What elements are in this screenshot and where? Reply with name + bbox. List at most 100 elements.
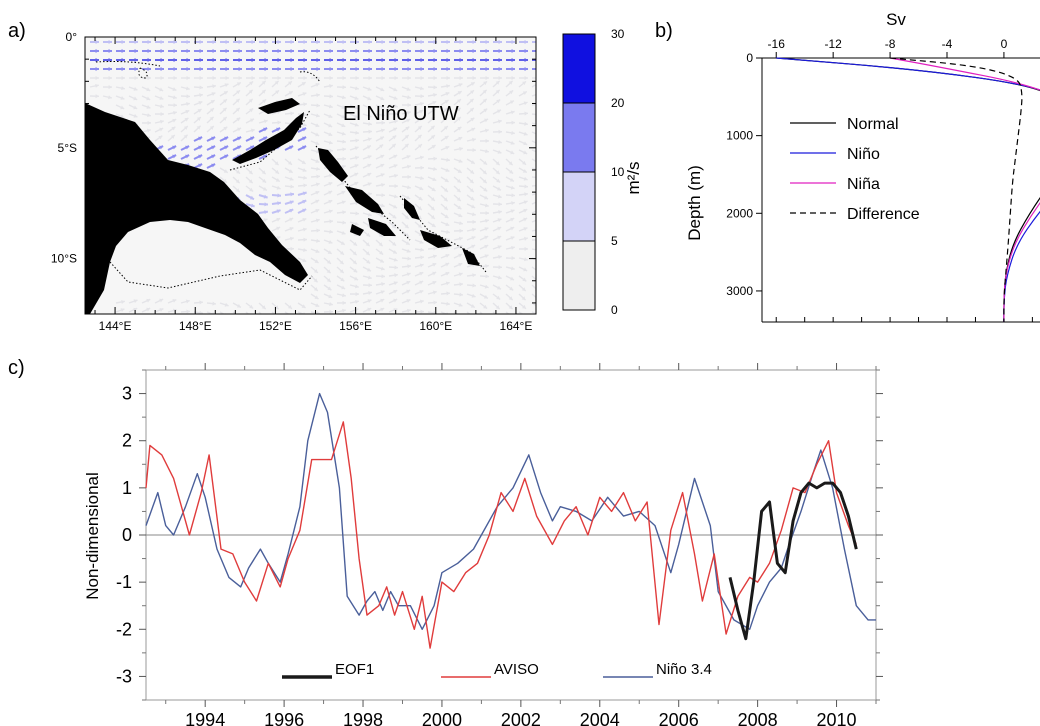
current-vector-arrow [531,311,536,314]
current-vector-arrowhead [316,39,320,45]
current-vector-arrowhead [121,57,125,63]
current-vector-arrowhead [173,66,177,72]
current-vector-arrowhead [457,91,462,95]
current-vector-arrowhead [485,39,489,45]
current-vector-arrowhead [108,48,112,54]
current-vector-arrowhead [261,89,266,94]
current-vector-arrowhead [186,39,190,45]
current-vector-arrowhead [537,176,541,180]
current-vector-arrowhead [458,83,463,87]
current-vector-arrow [531,284,536,290]
current-vector-arrowhead [483,108,488,113]
current-vector-arrowhead [261,305,266,310]
current-vector-arrowhead [315,141,320,146]
current-vector-arrowhead [406,248,411,253]
current-vector-arrowhead [250,145,255,150]
new-ireland-land [258,98,300,114]
current-vector-arrowhead [459,282,463,287]
current-vector-arrowhead [171,126,176,131]
current-vector-arrowhead [172,145,177,150]
current-vector-arrowhead [510,150,515,155]
solomon-island-2 [368,218,396,236]
current-vector-arrowhead [420,309,424,314]
current-vector-arrowhead [251,57,255,63]
current-vector-arrowhead [224,154,229,159]
current-vector-arrowhead [341,95,346,100]
current-vector-arrowhead [186,57,190,63]
current-vector-arrowhead [352,251,357,256]
current-vector-arrowhead [495,89,500,94]
colorbar-tick-label: 10 [611,165,625,179]
current-vector-arrowhead [341,230,346,235]
current-vector-arrowhead [354,181,359,186]
timeseries-legend-label: AVISO [494,661,539,678]
profile-legend-label: Niña [847,176,880,193]
current-vector-arrowhead [433,246,437,251]
current-vector-arrowhead [160,57,164,63]
colorbar-segment [562,171,596,242]
current-vector-arrowhead [458,272,463,277]
current-vector-arrowhead [430,125,435,130]
current-vector-arrowhead [472,148,476,153]
current-vector-arrowhead [498,39,502,45]
current-vector-arrowhead [508,305,513,310]
current-vector-arrowhead [342,66,346,72]
current-vector-arrowhead [147,113,151,118]
profile-x-tick-label: -16 [768,37,786,51]
current-vector-arrowhead [329,302,333,307]
timeseries-y-tick-label: -2 [116,619,132,639]
current-vector-arrowhead [250,203,255,208]
current-vector-arrowhead [393,154,398,159]
current-vector-arrowhead [95,57,99,63]
current-vector-arrowhead [146,105,151,109]
current-vector-arrow [531,93,536,97]
current-vector-arrowhead [342,220,346,225]
current-vector-arrowhead [249,195,254,200]
current-vector-arrowhead [394,48,398,54]
current-vector-arrowhead [159,96,164,100]
current-vector-arrowhead [432,254,437,259]
profile-line-ni-o [776,57,1040,322]
new-guinea-land [85,103,308,314]
current-vector-arrowhead [470,82,475,86]
current-vector-arrow [531,103,536,106]
current-vector-arrow [479,311,484,314]
colorbar-tick-label: 30 [611,27,625,41]
current-vector-arrow [531,248,536,251]
timeseries-y-axis-title: Non-dimensional [83,472,102,600]
current-vector-arrowhead [469,188,474,193]
current-vector-arrowhead [522,91,527,96]
current-vector-arrowhead [498,66,502,72]
current-vector-arrowhead [432,271,437,276]
current-vector-arrowhead [222,116,227,121]
current-vector-arrowhead [407,95,411,100]
current-vector-arrowhead [303,75,307,81]
current-vector-arrow [453,311,459,314]
current-vector-arrowhead [497,119,502,124]
current-vector-arrowhead [419,240,424,244]
current-vector-arrowhead [379,258,384,263]
profile-x-axis-title: Sv [886,10,906,29]
current-vector-arrowhead [341,190,346,195]
current-vector-arrowhead [445,262,450,267]
current-vector-arrowhead [367,275,372,280]
current-vector-arrowhead [417,206,422,210]
timeseries-y-tick-label: 3 [122,384,132,404]
map-lat-tick-label: 5°S [58,141,77,155]
current-vector-arrowhead [484,244,489,249]
current-vector-arrowhead [469,98,474,103]
current-vector-arrowhead [407,39,411,45]
current-vector-arrowhead [326,260,331,264]
current-vector-arrowhead [368,66,372,72]
current-vector-arrowhead [172,95,177,100]
current-vector-arrowhead [393,289,398,294]
current-vector-arrowhead [420,48,424,54]
current-vector-arrowhead [341,123,346,128]
current-vector-arrowhead [95,94,99,99]
current-vector-arrowhead [418,196,423,201]
current-vector-arrowhead [212,301,216,306]
current-vector-arrowhead [469,107,474,112]
current-vector-arrowhead [263,154,268,159]
current-vector-arrowhead [381,182,385,188]
current-vector-arrowhead [365,242,370,247]
